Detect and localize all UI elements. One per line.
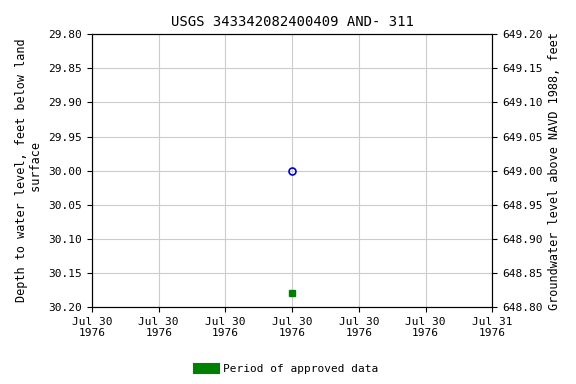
Legend: Period of approved data: Period of approved data <box>193 359 383 379</box>
Y-axis label: Depth to water level, feet below land
 surface: Depth to water level, feet below land su… <box>15 39 43 303</box>
Title: USGS 343342082400409 AND- 311: USGS 343342082400409 AND- 311 <box>170 15 414 29</box>
Y-axis label: Groundwater level above NAVD 1988, feet: Groundwater level above NAVD 1988, feet <box>548 32 561 310</box>
